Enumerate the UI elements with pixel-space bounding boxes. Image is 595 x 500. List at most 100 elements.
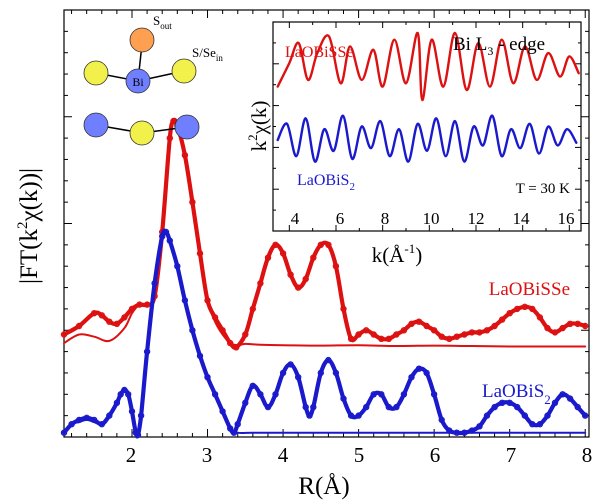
data-point — [347, 335, 355, 342]
data-point — [438, 416, 445, 424]
data-point — [317, 369, 324, 377]
data-point — [423, 322, 430, 330]
data-point — [453, 333, 460, 340]
data-point — [582, 412, 589, 419]
data-point — [332, 369, 340, 377]
main-x-tick-labels: 2 3 4 5 6 7 8 — [126, 443, 593, 467]
data-point — [393, 331, 400, 338]
data-point — [536, 314, 544, 321]
data-point — [514, 403, 521, 411]
fit-series-line — [63, 229, 587, 438]
data-point — [468, 329, 476, 336]
data-point — [393, 403, 400, 411]
data-point — [476, 329, 483, 336]
data-point — [385, 403, 392, 411]
series-label-laobis2: LaOBiS2 — [482, 381, 551, 407]
data-point — [415, 365, 423, 372]
data-point — [446, 335, 453, 342]
data-point — [574, 320, 581, 327]
inset-x-tick-label: 8 — [381, 209, 390, 228]
data-point — [408, 374, 415, 381]
data-point — [113, 399, 121, 406]
data-point — [68, 421, 75, 428]
data-point — [566, 395, 574, 402]
data-point — [302, 275, 309, 283]
x-tick-label: 2 — [126, 443, 137, 467]
crystal-structure-diagram: Bi Sout S/Sein — [83, 13, 223, 146]
inset-label-laobis2: LaOBiS2 — [297, 172, 355, 193]
inset-temperature-label: T = 30 K — [516, 181, 571, 197]
data-point — [544, 324, 551, 332]
s-se-in-label: S/Sein — [192, 45, 223, 63]
data-point — [340, 395, 347, 402]
inset-x-tick-label: 12 — [468, 209, 485, 228]
data-point — [483, 412, 491, 419]
s-in-atom — [83, 60, 109, 86]
data-point — [219, 408, 226, 415]
data-point — [529, 421, 536, 428]
inset-x-tick-label: 16 — [558, 209, 575, 228]
data-point — [60, 331, 68, 338]
data-point — [60, 429, 68, 436]
data-point — [340, 305, 347, 313]
data-point — [211, 391, 219, 398]
data-point — [295, 284, 302, 291]
data-point — [370, 331, 377, 338]
data-point — [257, 280, 264, 287]
data-point — [400, 391, 408, 398]
data-point — [106, 318, 113, 325]
inset-x-tick-label: 6 — [336, 209, 345, 228]
data-point — [257, 391, 264, 398]
data-point — [491, 403, 498, 411]
data-point — [106, 412, 113, 419]
data-point — [121, 386, 128, 394]
data-point — [310, 254, 317, 261]
x-tick-label: 6 — [430, 443, 441, 467]
data-point — [226, 339, 234, 347]
data-point — [415, 318, 423, 325]
data-point — [370, 391, 377, 398]
data-point — [306, 412, 313, 419]
bi-atom — [125, 68, 151, 94]
data-point — [559, 391, 566, 398]
main-x-axis-label: R(Å) — [298, 473, 349, 500]
x-tick-label: 5 — [354, 443, 365, 467]
data-point — [279, 250, 287, 257]
data-point — [249, 305, 256, 313]
data-point — [430, 391, 438, 398]
data-point — [242, 331, 249, 338]
x-tick-label: 8 — [582, 443, 593, 467]
data-point — [521, 303, 529, 310]
data-point — [355, 331, 362, 338]
inset-label-laobisse: LaOBiSSe — [285, 44, 353, 61]
bi-atom-label: Bi — [132, 75, 144, 89]
data-point — [491, 322, 498, 330]
data-point — [325, 241, 332, 248]
data-point — [506, 399, 513, 406]
data-point — [347, 412, 355, 419]
data-point — [113, 320, 121, 327]
data-point — [325, 356, 332, 364]
data-point — [317, 241, 324, 248]
x-tick-label: 3 — [202, 443, 213, 467]
main-plot-series — [60, 117, 589, 439]
data-point — [438, 333, 445, 340]
data-point — [559, 324, 566, 332]
data-point — [355, 412, 362, 419]
data-point — [378, 391, 385, 398]
inset-series-line — [276, 31, 580, 102]
data-point — [551, 399, 559, 406]
bi-atom — [83, 112, 109, 138]
x-tick-label: 7 — [506, 443, 517, 467]
data-point — [408, 320, 415, 327]
data-point — [536, 421, 544, 428]
inset-x-tick-label: 10 — [423, 209, 440, 228]
data-point — [521, 412, 529, 419]
x-tick-label: 4 — [278, 443, 289, 467]
data-point — [332, 263, 340, 270]
s-out-label: Sout — [153, 13, 172, 31]
inset-plot-series — [276, 31, 580, 163]
s-in-atom — [171, 58, 197, 84]
fit-series-line — [63, 118, 587, 348]
data-point — [234, 421, 241, 428]
